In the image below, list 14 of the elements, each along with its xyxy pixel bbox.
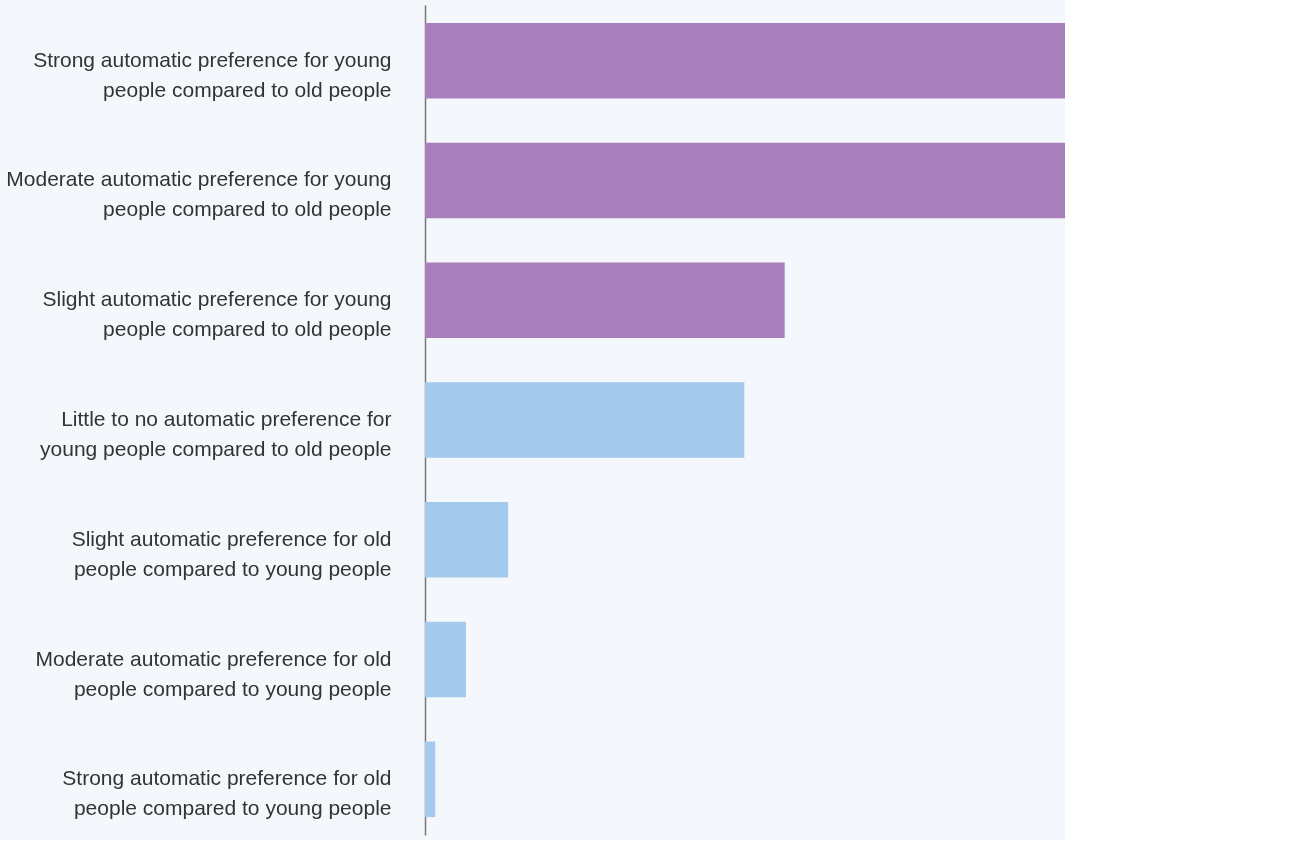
bar — [425, 502, 509, 578]
y-tick-label: Strong automatic preference for old people compared to young people — [62, 766, 392, 820]
bar — [425, 142, 1065, 219]
bar — [425, 382, 745, 458]
bar — [425, 262, 785, 338]
y-tick-label: Strong automatic preference for young people compared to old people — [33, 47, 392, 101]
bar — [425, 741, 436, 818]
y-tick-label: Little to no automatic preference for young people compared to old people — [40, 407, 392, 460]
bar — [425, 22, 1065, 99]
y-tick-label: Slight automatic preference for young people compared to old people — [42, 287, 392, 341]
y-tick-label: Moderate automatic preference for old people compared to young people — [35, 646, 392, 700]
y-tick-label: Moderate automatic preference for young people compared to old people — [6, 167, 392, 221]
bar — [425, 621, 466, 698]
y-tick-label: Slight automatic preference for old people compared to young people — [71, 526, 392, 580]
